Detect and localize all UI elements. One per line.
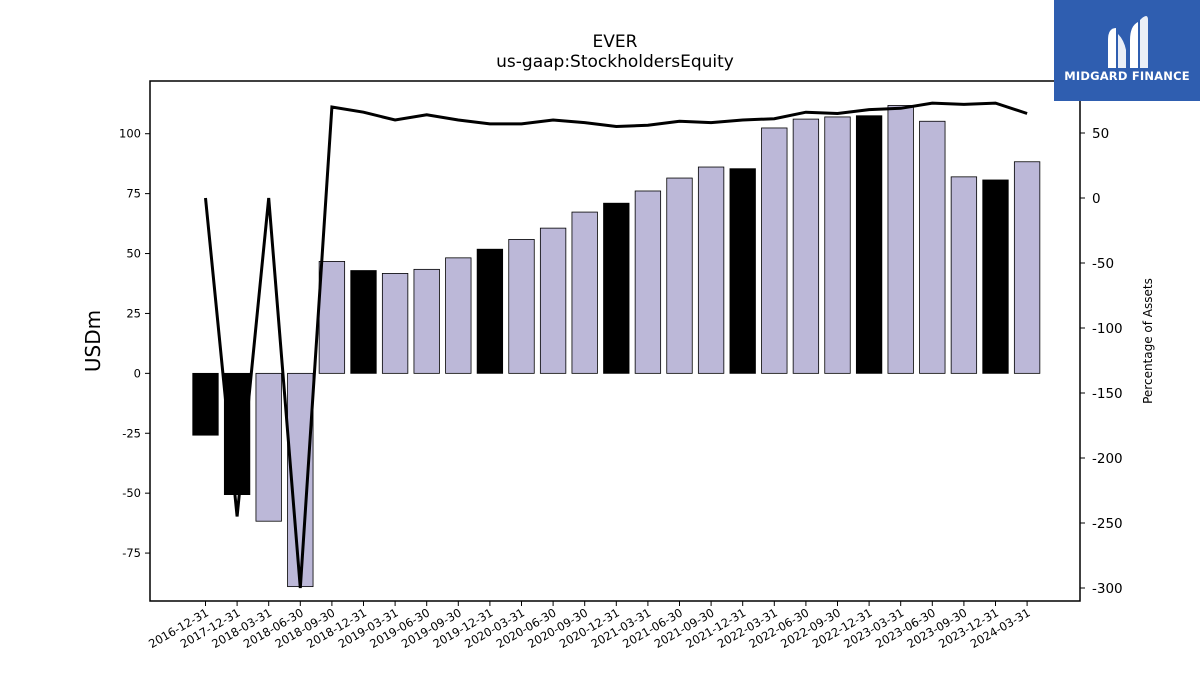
bar-2018-03-31 xyxy=(255,372,282,522)
y-tick-label: 50 xyxy=(126,247,141,261)
midgard-logo-icon xyxy=(1108,16,1148,68)
y-tick-label: 0 xyxy=(134,366,141,380)
y-axis-label: USDm xyxy=(81,310,105,372)
bar-2021-03-31 xyxy=(634,190,662,374)
bar-2023-09-30 xyxy=(950,176,978,374)
bar-2024-03-31 xyxy=(1013,161,1041,374)
bar-2023-06-30 xyxy=(919,120,946,374)
bar-2020-06-30 xyxy=(539,227,567,374)
x-axis: 2016-12-312017-12-312018-03-312018-06-30… xyxy=(146,601,1033,651)
bar-2020-12-31 xyxy=(603,202,630,374)
percentage-line-series xyxy=(204,101,1028,589)
y2-tick-label: -50 xyxy=(1092,256,1114,272)
bar-2019-06-30 xyxy=(413,268,440,374)
y-tick-label: 25 xyxy=(126,306,141,320)
bar-2022-03-31 xyxy=(761,127,788,374)
bar-2022-06-30 xyxy=(792,118,820,374)
bar-2020-09-30 xyxy=(571,211,598,374)
y2-tick-label: -100 xyxy=(1092,321,1123,337)
bar-2022-09-30 xyxy=(824,116,851,374)
bar-2021-09-30 xyxy=(697,166,725,374)
y2-tick-label: -150 xyxy=(1092,386,1123,402)
y2-tick-label: -200 xyxy=(1092,451,1123,467)
y2-tick-label: -250 xyxy=(1092,516,1123,532)
bar-2023-03-31 xyxy=(887,105,914,374)
percentage-line xyxy=(204,101,1028,589)
bar-2019-09-30 xyxy=(445,257,472,374)
y-tick-label: -50 xyxy=(122,486,141,500)
y2-tick-label: 0 xyxy=(1092,191,1101,207)
y2-tick-label: 50 xyxy=(1092,126,1109,142)
bar-2018-09-30 xyxy=(318,261,346,374)
brand-name: MIDGARD FINANCE xyxy=(1064,69,1190,83)
bar-2020-03-31 xyxy=(508,238,535,374)
bar-2016-12-31 xyxy=(192,372,219,436)
bar-2021-12-31 xyxy=(729,168,756,374)
bar-2023-12-31 xyxy=(982,179,1009,374)
y-tick-label: -75 xyxy=(122,546,141,560)
plot-frame xyxy=(149,80,1081,602)
y-axis-right: -300 -250 -200 -150 -100 -50 0 50 xyxy=(1080,126,1123,597)
bar-2021-06-30 xyxy=(666,177,693,374)
bar-2018-12-31 xyxy=(350,270,377,374)
chart-subtitle: us-gaap:StockholdersEquity xyxy=(496,52,734,72)
y-tick-label: -25 xyxy=(122,426,141,440)
bar-2022-12-31 xyxy=(855,115,883,374)
brand-logo: MIDGARD FINANCE xyxy=(1054,0,1200,101)
y2-axis-label: Percentage of Assets xyxy=(1141,278,1155,404)
y-tick-label: 75 xyxy=(126,187,141,201)
y2-tick-label: -300 xyxy=(1092,581,1123,597)
bar-series xyxy=(192,105,1041,588)
chart-title: EVER xyxy=(592,32,638,52)
y-axis-left: -75 -50 -25 0 25 50 75 100 xyxy=(119,127,150,560)
bar-2019-12-31 xyxy=(476,248,504,374)
bar-2019-03-31 xyxy=(381,273,409,374)
y-tick-label: 100 xyxy=(119,127,141,141)
